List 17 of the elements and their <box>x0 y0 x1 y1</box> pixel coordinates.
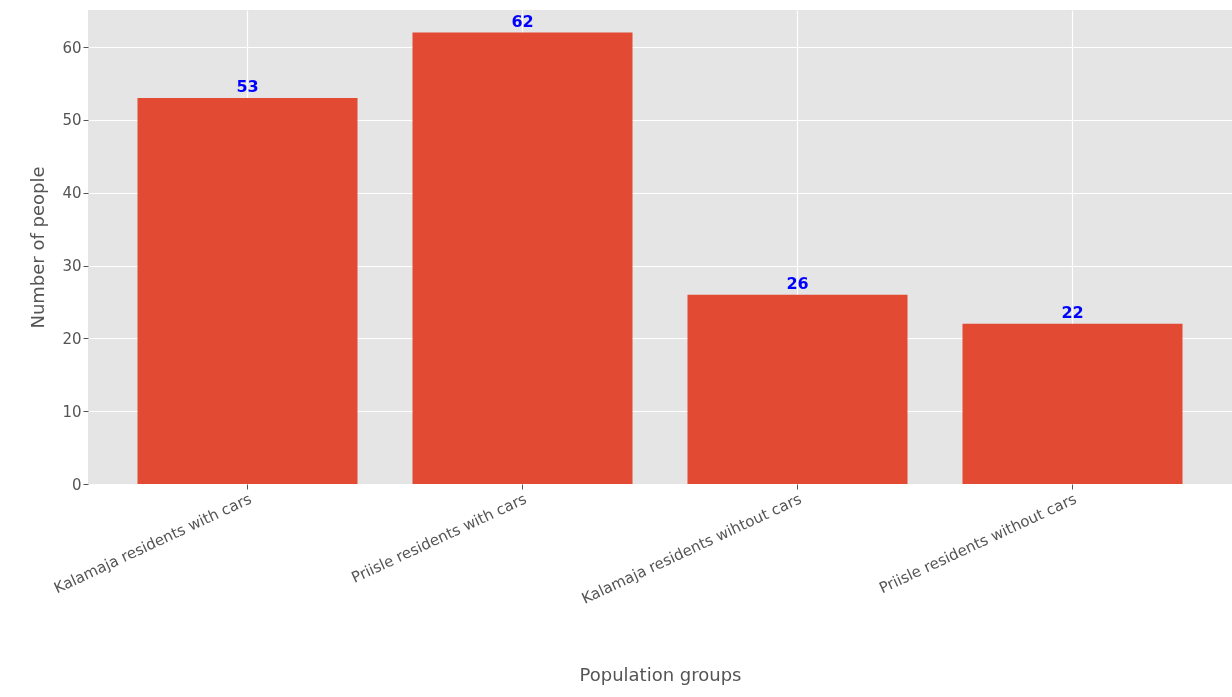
y-tick-label: 30 <box>62 257 82 276</box>
data-label: 53 <box>236 77 259 97</box>
bar <box>137 98 358 484</box>
data-label: 62 <box>511 11 534 31</box>
bar <box>962 323 1183 484</box>
y-tick-label: 10 <box>62 402 82 421</box>
data-label: 26 <box>786 273 809 293</box>
y-tick-label: 20 <box>62 329 82 348</box>
y-tick-label: 0 <box>71 475 82 494</box>
data-label: 22 <box>1061 302 1084 322</box>
y-tick-label: 40 <box>62 184 82 203</box>
x-axis-title: Population groups <box>579 663 742 685</box>
bar <box>687 294 908 484</box>
bar <box>412 32 633 484</box>
y-tick-label: 50 <box>62 111 82 130</box>
y-tick-label: 60 <box>62 38 82 57</box>
y-axis-title: Number of people <box>27 166 49 329</box>
